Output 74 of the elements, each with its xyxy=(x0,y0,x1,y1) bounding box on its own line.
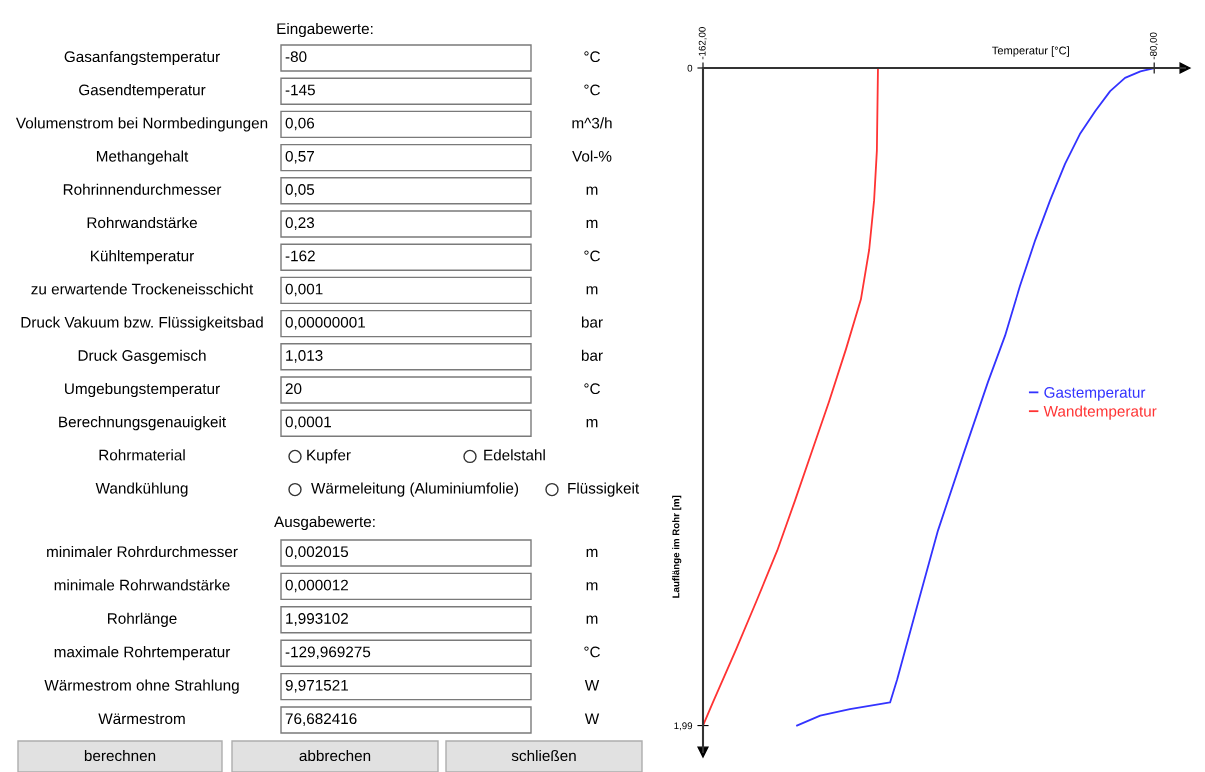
text: m xyxy=(586,186,598,195)
text: minimale Rohrwandstärke xyxy=(54,579,230,591)
text: berechnen xyxy=(84,749,156,762)
legend-label: Gastemperatur xyxy=(1044,387,1146,401)
text: °C xyxy=(584,84,600,96)
text: Kupfer xyxy=(307,449,351,464)
text: m xyxy=(586,615,598,624)
text: Druck Vakuum bzw. Flüssigkeitsbad xyxy=(21,316,263,331)
text: 9,971521 xyxy=(285,679,348,693)
text: maximale Rohrtemperatur xyxy=(54,646,231,661)
text: Eingabewerte: xyxy=(277,22,373,38)
text: m xyxy=(586,548,598,557)
text: m^3/h xyxy=(572,117,612,129)
text: 20 xyxy=(285,383,302,395)
text: 76,682416 xyxy=(285,713,357,726)
text: schließen xyxy=(511,749,576,762)
text: -129,969275 xyxy=(285,646,371,660)
text: Gasendtemperatur xyxy=(79,84,206,99)
text: Wandkühlung xyxy=(95,482,188,497)
text: 0,00000001 xyxy=(285,316,365,330)
text: °C xyxy=(584,51,600,63)
text: Ausgabewerte: xyxy=(274,515,375,531)
text: Rohrinnendurchmesser xyxy=(63,183,222,195)
text: bar xyxy=(581,349,603,361)
text: bar xyxy=(581,316,603,328)
text: 0,23 xyxy=(285,217,315,230)
text: Wärmestrom xyxy=(98,713,185,725)
text: Volumenstrom bei Normbedingungen xyxy=(15,117,268,132)
text: 1,013 xyxy=(286,350,323,363)
text: °C xyxy=(584,646,600,658)
y-tick-label: 0 xyxy=(687,64,693,72)
legend-label: Wandtemperatur xyxy=(1043,405,1157,420)
text: -162 xyxy=(285,250,315,262)
text: 1,993102 xyxy=(286,613,348,626)
text: °C xyxy=(584,383,600,395)
text: Rohrlänge xyxy=(108,612,177,627)
text: 0,000012 xyxy=(285,579,348,593)
text: m xyxy=(586,582,598,591)
text: zu erwartende Trockeneisschicht xyxy=(31,283,254,295)
text: 0,002015 xyxy=(285,546,349,559)
text: Edelstahl xyxy=(484,449,545,461)
text: 0,05 xyxy=(285,184,315,197)
text: Flüssigkeit xyxy=(568,482,640,497)
line-series xyxy=(702,67,879,727)
y-axis-title: Lauflänge im Rohr [m] xyxy=(672,495,682,598)
text: Vol-% xyxy=(572,150,612,162)
text: W xyxy=(584,680,600,691)
text: 0,06 xyxy=(285,117,315,131)
text: m xyxy=(586,286,598,295)
text: 0,57 xyxy=(285,150,314,164)
text: abbrechen xyxy=(299,749,371,762)
x-tick-label: -162,00 xyxy=(698,27,707,60)
text: 0,0001 xyxy=(285,416,331,430)
text: minimaler Rohrdurchmesser xyxy=(47,545,238,558)
text: W xyxy=(584,713,600,724)
text: -145 xyxy=(285,84,315,96)
text: Berechnungsgenauigkeit xyxy=(59,416,226,431)
text: Kühltemperatur xyxy=(91,250,194,265)
text: Methangehalt xyxy=(96,150,189,165)
y-tick-label: 1,99 xyxy=(674,722,693,731)
text: Druck Gasgemisch xyxy=(78,349,206,364)
text: m xyxy=(586,418,598,428)
text: -80 xyxy=(285,51,307,63)
x-axis-title: Temperatur [°C] xyxy=(992,46,1069,57)
text: m xyxy=(586,219,598,228)
text: Gasanfangstemperatur xyxy=(64,50,220,66)
text: Wärmeleitung (Aluminiumfolie) xyxy=(311,482,519,497)
text: °C xyxy=(584,250,600,262)
x-tick-label: -80,00 xyxy=(1149,32,1158,60)
text: Wärmestrom ohne Strahlung xyxy=(44,679,239,694)
text: Rohrmaterial xyxy=(99,449,185,461)
text: 0,001 xyxy=(285,283,323,297)
text: Rohrwandstärke xyxy=(87,216,197,229)
text: Umgebungstemperatur xyxy=(65,382,220,398)
